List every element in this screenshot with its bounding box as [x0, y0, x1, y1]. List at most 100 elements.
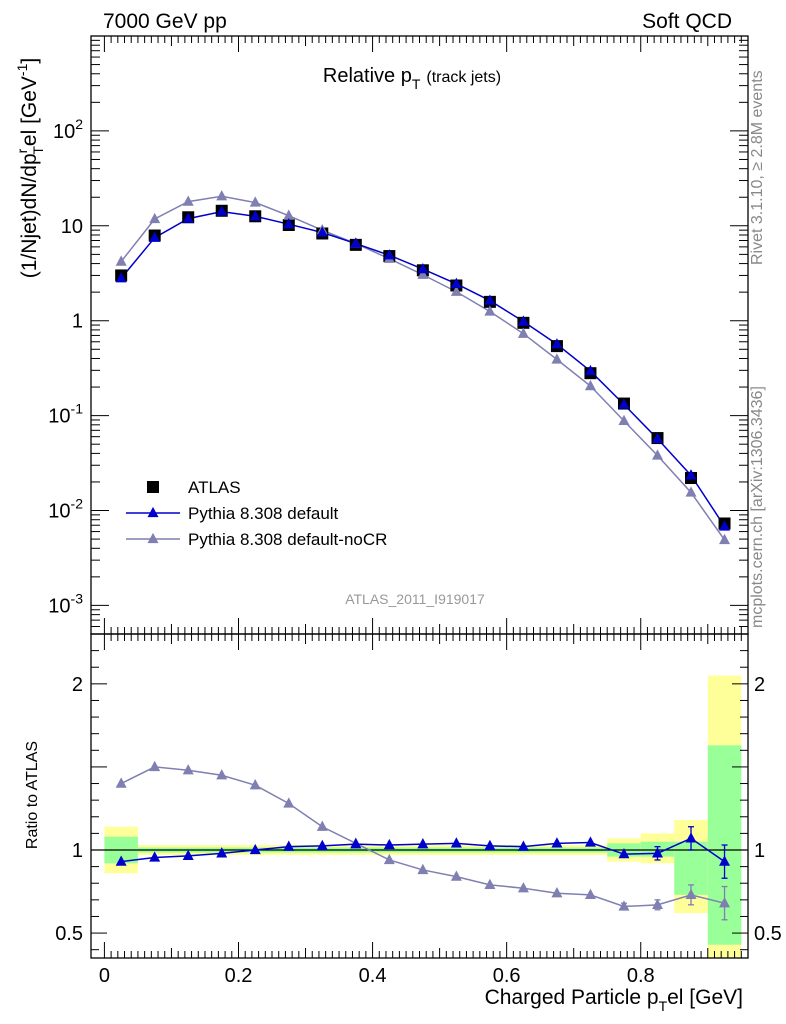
main-y-axis-label-unit-exponent: -1 — [14, 63, 30, 76]
plot-title-suffix: (track jets) — [426, 69, 501, 86]
ratio-point-pythia-default-18 — [719, 855, 731, 866]
ratio-point-pythia-default-5 — [283, 840, 295, 851]
x-axis-label-main: Charged Particle p — [485, 986, 659, 1009]
ratio-point-pythia-nocr-14 — [584, 888, 596, 900]
ratio-point-pythia-nocr-16 — [651, 898, 663, 909]
ratio-point-pythia-default-16 — [651, 847, 663, 858]
ratio-y-tick-label-right-0: 0.5 — [754, 923, 782, 945]
x-axis-label: Charged Particle pTel [GeV] — [485, 986, 743, 1014]
legend-label-0: ATLAS — [188, 478, 241, 497]
main-point-pythia-nocr-15 — [618, 414, 630, 426]
ratio-point-pythia-nocr-3 — [216, 769, 228, 780]
main-y-axis-label-unit: el [GeV — [18, 76, 41, 146]
ratio-y-tick-label-right-1: 1 — [754, 840, 765, 862]
ratio-point-pythia-default-14 — [584, 836, 596, 847]
main-y-tick-label-4: 10 — [61, 216, 83, 238]
ratio-point-pythia-default-17 — [685, 832, 697, 843]
main-point-pythia-nocr-18 — [719, 533, 731, 545]
ratio-point-pythia-default-9 — [417, 838, 429, 849]
ratio-point-pythia-default-7 — [350, 838, 362, 849]
legend-marker-2 — [147, 532, 159, 544]
main-y-axis-label-main: (1/Njet)dN/dp — [18, 153, 41, 278]
ratio-point-pythia-nocr-8 — [383, 853, 395, 865]
ratio-point-pythia-nocr-15 — [618, 900, 630, 911]
legend-label-1: Pythia 8.308 default — [188, 504, 339, 523]
ratio-point-pythia-default-13 — [551, 837, 563, 848]
ratio-point-pythia-default-11 — [484, 839, 496, 851]
ratio-point-pythia-nocr-9 — [417, 863, 429, 875]
ratio-point-pythia-default-8 — [383, 838, 395, 850]
main-point-pythia-default-13 — [551, 338, 563, 349]
main-point-pythia-default-8 — [383, 249, 395, 260]
ratio-point-pythia-default-6 — [316, 839, 328, 851]
x-axis-label-unit: el [GeV] — [667, 986, 743, 1009]
rivet-version-label: Rivet 3.1.10, ≥ 2.8M events — [749, 70, 766, 265]
legend-marker-1 — [147, 506, 159, 518]
ratio-y-axis-label: Ratio to ATLAS — [24, 741, 41, 849]
x-tick-label-4: 0.8 — [627, 965, 655, 987]
ratio-point-pythia-nocr-10 — [450, 870, 462, 881]
main-point-pythia-nocr-1 — [149, 212, 161, 224]
main-point-pythia-default-18 — [719, 520, 731, 531]
main-point-pythia-default-14 — [584, 364, 596, 376]
main-point-pythia-default-9 — [417, 262, 429, 274]
main-point-pythia-nocr-12 — [517, 327, 529, 338]
main-point-pythia-default-10 — [450, 277, 462, 288]
x-tick-label-0: 0 — [99, 965, 110, 987]
x-tick-label-2: 0.4 — [359, 965, 387, 987]
main-point-pythia-default-6 — [316, 226, 328, 237]
main-point-pythia-default-7 — [350, 237, 362, 248]
main-point-pythia-default-0 — [115, 272, 127, 283]
main-point-pythia-default-15 — [618, 398, 630, 409]
x-axis-label-subscript: T — [659, 998, 668, 1014]
main-y-tick-label-0: 10-3 — [48, 590, 83, 617]
main-point-pythia-nocr-17 — [685, 486, 697, 497]
main-point-pythia-nocr-0 — [115, 255, 127, 266]
ratio-y-tick-label-left-0: 0.5 — [55, 923, 83, 945]
analysis-id-label: ATLAS_2011_I919017 — [345, 591, 485, 607]
ratio-y-tick-label-right-2: 2 — [754, 674, 765, 696]
ratio-point-pythia-default-0 — [115, 855, 127, 866]
ratio-point-pythia-nocr-1 — [149, 760, 161, 772]
ratio-point-pythia-nocr-5 — [283, 797, 295, 808]
ratio-point-pythia-default-1 — [149, 851, 161, 862]
main-point-pythia-nocr-3 — [216, 190, 228, 201]
ratio-point-pythia-nocr-18 — [719, 897, 731, 908]
main-point-pythia-default-5 — [283, 218, 295, 229]
main-point-pythia-default-17 — [685, 469, 697, 480]
ratio-point-pythia-nocr-2 — [182, 764, 194, 775]
ratio-panel: 0 0.2 0.4 0.6 0.8 0.5 0.5 1 1 2 2 — [55, 633, 782, 987]
legend: ATLAS Pythia 8.308 default Pythia 8.308 de… — [126, 478, 387, 549]
plot-title: Relative pT (track jets) — [323, 65, 501, 92]
main-y-tick-label-2: 10-1 — [48, 401, 83, 428]
main-point-pythia-default-2 — [182, 212, 194, 223]
ratio-point-pythia-default-12 — [517, 840, 529, 851]
ratio-point-pythia-nocr-11 — [484, 878, 496, 890]
main-y-axis-label-close: ] — [18, 58, 41, 64]
main-point-pythia-default-12 — [517, 315, 529, 326]
mcplots-reference-label: mcplots.cern.ch [arXiv:1306.3436] — [749, 386, 766, 628]
ratio-point-pythia-nocr-6 — [316, 820, 328, 831]
ratio-y-tick-label-left-2: 2 — [72, 674, 83, 696]
main-point-pythia-nocr-10 — [450, 285, 462, 296]
beam-energy-label: 7000 GeV pp — [103, 10, 227, 33]
ratio-y-tick-label-left-1: 1 — [72, 840, 83, 862]
main-point-pythia-nocr-2 — [182, 195, 194, 206]
ratio-point-pythia-default-10 — [450, 837, 462, 848]
main-point-pythia-nocr-11 — [484, 305, 496, 316]
main-point-pythia-nocr-9 — [417, 268, 429, 279]
x-tick-label-1: 0.2 — [225, 965, 253, 987]
main-point-pythia-default-3 — [216, 205, 228, 216]
ratio-frame — [90, 633, 749, 959]
main-point-pythia-default-4 — [249, 210, 261, 221]
main-y-tick-label-3: 1 — [72, 311, 83, 333]
ratio-point-pythia-nocr-17 — [685, 888, 697, 900]
main-panel: 10-3 10-2 10-1 1 10 102 — [48, 35, 749, 635]
main-y-tick-label-1: 10-2 — [48, 496, 83, 523]
x-tick-label-3: 0.6 — [493, 965, 521, 987]
main-point-pythia-nocr-16 — [651, 449, 663, 460]
main-y-tick-label-5: 102 — [53, 116, 83, 143]
main-y-axis-label: (1/Njet)dN/dprTel [GeV-1] — [14, 58, 46, 278]
main-point-pythia-default-11 — [484, 294, 496, 305]
